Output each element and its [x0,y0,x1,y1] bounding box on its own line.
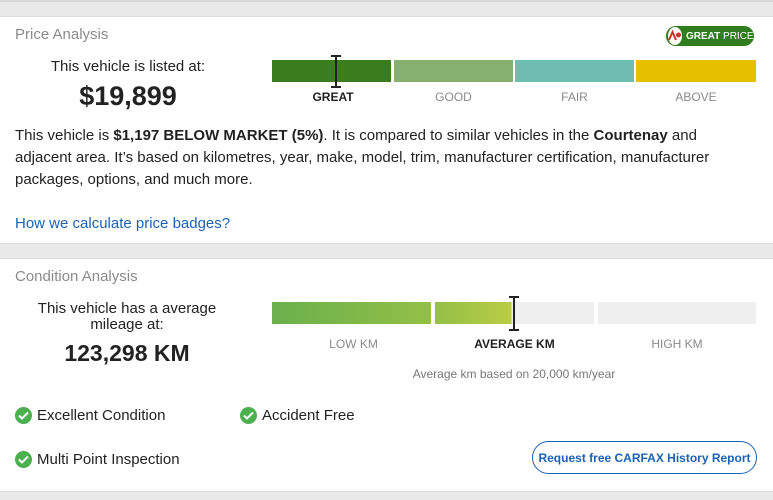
km-label-high: HIGH KM [651,337,703,351]
feature-accident-free: Accident Free [240,407,355,424]
carfax-report-button[interactable]: Request free CARFAX History Report [532,441,757,474]
km-label-average: AVERAGE KM [474,337,555,351]
feature-excellent-condition: Excellent Condition [15,407,165,424]
badge-label: GREAT PRICE [686,30,754,42]
price-badges-link[interactable]: How we calculate price badges? [15,215,231,232]
feature-multi-point-inspection: Multi Point Inspection [15,451,180,468]
price-description: This vehicle is $1,197 BELOW MARKET (5%)… [15,127,710,188]
km-bar-low [272,302,431,324]
price-marker-bottom [331,86,341,88]
price-analysis-panel: Price Analysis GREAT PRICE This vehicle … [0,16,773,244]
price-bar-great [272,60,391,82]
listed-at-label: This vehicle is listed at: [50,58,206,75]
listed-price: $19,899 [79,81,177,111]
condition-analysis-title: Condition Analysis [15,268,138,285]
price-bar-fair [515,60,634,82]
km-marker [513,296,515,330]
great-price-badge: GREAT PRICE [666,26,754,46]
price-bar-good [394,60,513,82]
checkmark-icon [240,407,257,424]
km-marker-bottom [509,329,519,331]
feature-label: Multi Point Inspection [37,451,180,468]
mileage-label: This vehicle has a average mileage at: [37,300,217,333]
checkmark-icon [15,407,32,424]
price-label-above: ABOVE [675,90,717,104]
carfax-logo-icon [668,27,682,45]
checkmark-icon [15,451,32,468]
mileage-value: 123,298 KM [64,340,190,366]
feature-label: Accident Free [262,407,355,424]
price-label-great: GREAT [312,90,354,104]
km-bar-high [598,302,756,324]
km-label-low: LOW KM [329,337,378,351]
price-marker [335,55,337,87]
condition-analysis-panel: Condition Analysis This vehicle has a av… [0,258,773,492]
price-analysis-title: Price Analysis [15,26,109,43]
price-bar-above [636,60,756,82]
top-divider [0,0,773,2]
price-label-fair: FAIR [561,90,588,104]
price-label-good: GOOD [435,90,472,104]
average-km-note: Average km based on 20,000 km/year [412,367,616,381]
feature-label: Excellent Condition [37,407,166,424]
